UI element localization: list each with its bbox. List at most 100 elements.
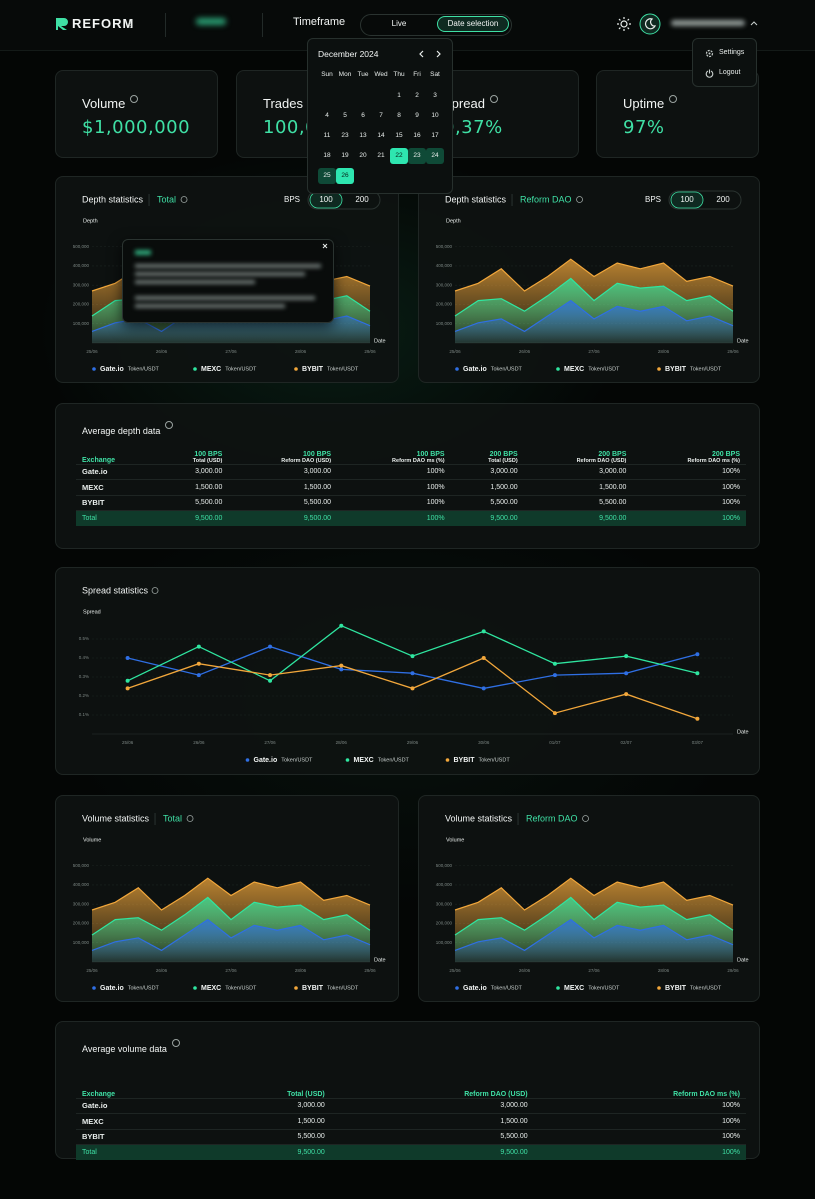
y-tick-label: 100,000 [436, 940, 453, 945]
y-tick-label: 500,000 [73, 863, 90, 868]
blurred-nav[interactable] [196, 18, 226, 25]
calendar-day[interactable]: 18 [323, 152, 331, 159]
table-cell: BYBIT [82, 1132, 105, 1142]
logout-icon [705, 69, 714, 78]
calendar-day[interactable]: 7 [379, 112, 383, 119]
legend-pair: Token/USDT [225, 366, 257, 372]
table-title-text: Average volume data [82, 1044, 167, 1054]
header-text: Reform DAO ms (%) [392, 457, 445, 464]
calendar-day[interactable]: 25 [318, 168, 336, 184]
table-row: Gate.io 3,000.00 3,000.00 100% [76, 1098, 746, 1114]
calendar-day[interactable]: 23 [341, 132, 349, 139]
calendar-day[interactable]: 5 [343, 112, 347, 119]
calendar-day[interactable]: 6 [361, 112, 365, 119]
calendar-day[interactable]: 17 [431, 132, 439, 139]
blurred-email [671, 20, 745, 26]
sun-icon[interactable] [614, 14, 634, 34]
x-axis-label: Date [737, 957, 749, 963]
table-cell: 3,000.00 [297, 1102, 325, 1110]
table-cell: 100% [722, 1149, 740, 1156]
calendar-nav[interactable] [416, 49, 446, 59]
menu-item[interactable]: Logout [719, 69, 741, 76]
calendar-day[interactable]: 13 [359, 132, 367, 139]
header-text: 100 BPS [194, 450, 223, 458]
legend-pair: Token/USDT [690, 985, 722, 991]
calendar-day[interactable]: 24 [426, 148, 444, 164]
calendar-day[interactable]: 11 [323, 132, 331, 139]
bps-option[interactable]: 200 [716, 195, 730, 204]
x-tick-label: 29/06 [727, 968, 739, 973]
header-text: Reform DAO ms (%) [687, 457, 740, 464]
x-tick-label: 27/06 [588, 968, 600, 973]
mode-button[interactable]: Live [391, 19, 407, 28]
mode-toggle: Live Date selection [360, 14, 512, 36]
chart-tab[interactable]: Total [163, 813, 182, 823]
x-tick-label: 27/06 [225, 968, 237, 973]
logo-icon [56, 18, 68, 30]
calendar-day[interactable]: 3 [433, 92, 437, 99]
calendar-day[interactable]: 21 [377, 152, 385, 159]
calendar-day[interactable]: 19 [341, 152, 349, 159]
area-line [454, 877, 734, 911]
calendar-day[interactable]: 22 [390, 148, 408, 164]
chevron[interactable] [750, 20, 758, 28]
info-icon [576, 196, 583, 203]
table-cell: 9,500.00 [297, 1149, 325, 1156]
calendar-day[interactable]: 16 [413, 132, 421, 139]
table-cell: 9,500.00 [500, 1149, 528, 1156]
chart-tab[interactable]: Total [157, 194, 176, 204]
calendar-day[interactable]: 1 [397, 92, 401, 99]
close-icon[interactable] [322, 243, 328, 249]
bps-option[interactable]: 100 [319, 195, 333, 204]
header-text: 200 BPS [598, 450, 627, 458]
chart-card: Volume statistics Total Volume Date 100,000 2… [55, 795, 399, 1002]
chart-tab[interactable]: Reform DAO [526, 813, 578, 823]
bps-option[interactable]: 100 [680, 195, 694, 204]
moon-button[interactable] [639, 13, 661, 35]
blurred-text [135, 280, 255, 284]
table-title: Average volume data [82, 1039, 180, 1054]
timeframe-label: Timeframe [293, 16, 346, 28]
blurred-text [135, 272, 305, 276]
info-icon [171, 1039, 180, 1047]
area [455, 300, 733, 343]
calendar-day[interactable]: 8 [397, 112, 401, 119]
blurred-text [135, 304, 285, 308]
calendar-day[interactable]: 4 [325, 112, 329, 119]
calendar-day[interactable]: 20 [359, 152, 367, 159]
calendar-day[interactable]: 23 [408, 148, 426, 164]
area-line [91, 896, 371, 936]
menu-item[interactable]: Settings [719, 49, 745, 56]
x-tick-label: 26/06 [519, 349, 531, 354]
chart-title: Depth statistics [82, 194, 144, 204]
legend-pair: Token/USDT [491, 366, 523, 372]
user-menu: Settings Logout [692, 38, 757, 87]
calendar-day[interactable]: 9 [415, 112, 419, 119]
calendar-day[interactable]: 26 [336, 168, 354, 184]
stat-label-text: Spread [443, 96, 485, 111]
bps-option[interactable]: 200 [355, 195, 369, 204]
calendar-day[interactable]: 15 [395, 132, 403, 139]
chart-card: Spread statistics Spread Date 0.1% 0.2% 0.3% 0… [55, 567, 760, 775]
y-tick-label: 300,000 [73, 901, 90, 906]
point [268, 678, 273, 683]
header-text: 100 BPS [416, 450, 445, 458]
table-cell: 5,500.00 [303, 499, 332, 507]
table-cell: 3,000.00 [490, 468, 518, 476]
calendar-day[interactable]: 14 [377, 132, 385, 139]
info-icon [582, 815, 589, 822]
weekday: Wed [374, 71, 388, 78]
table-cell: 100% [426, 499, 445, 507]
legend-dot [556, 986, 560, 990]
chart-tab[interactable]: Reform DAO [520, 194, 572, 204]
mode-button[interactable]: Date selection [437, 16, 509, 32]
calendar-day[interactable]: 10 [431, 112, 439, 119]
chart: Depth statistics Reform DAO BPS 100 200 Depth… [436, 190, 749, 373]
table-cell: 3,000.00 [195, 468, 223, 476]
table-cell: 1,500.00 [490, 483, 518, 491]
header-text: Reform DAO (USD) [281, 457, 332, 464]
header-cell: 200 BPS Reform DAO (USD) [524, 442, 633, 464]
header-text: Exchange [82, 1090, 116, 1098]
calendar-day[interactable]: 2 [415, 92, 419, 99]
bps-active[interactable] [670, 191, 704, 209]
